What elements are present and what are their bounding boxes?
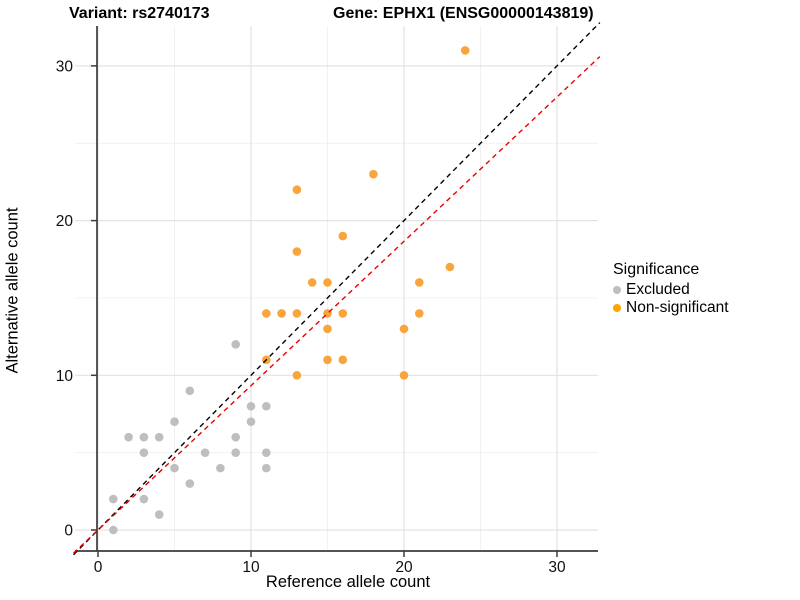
data-point-excluded bbox=[139, 494, 149, 504]
data-point-excluded bbox=[185, 386, 195, 396]
data-point-excluded bbox=[200, 448, 210, 457]
data-point-non-significant bbox=[460, 46, 470, 55]
legend-title: Significance bbox=[613, 261, 700, 278]
data-point-non-significant bbox=[292, 247, 302, 256]
data-point-excluded bbox=[109, 494, 118, 504]
variant-title: Variant: rs2740173 bbox=[69, 5, 210, 22]
data-point-excluded bbox=[262, 401, 271, 411]
data-point-non-significant bbox=[415, 309, 424, 318]
data-point-non-significant bbox=[307, 278, 317, 287]
data-point-non-significant bbox=[399, 324, 409, 334]
data-point-excluded bbox=[124, 432, 133, 442]
x-tick-label: 0 bbox=[94, 559, 103, 576]
data-point-non-significant bbox=[323, 355, 332, 365]
data-point-non-significant bbox=[323, 324, 332, 334]
data-point-excluded bbox=[231, 448, 240, 457]
data-point-non-significant bbox=[399, 371, 409, 380]
legend: Significance Excluded Non-significant bbox=[613, 261, 729, 317]
data-point-non-significant bbox=[292, 371, 302, 380]
excluded-dot-icon bbox=[613, 286, 621, 294]
data-point-non-significant bbox=[338, 355, 348, 365]
data-point-excluded bbox=[216, 463, 225, 473]
x-tick-label: 20 bbox=[395, 559, 413, 576]
y-axis-title: Alternative allele count bbox=[3, 207, 22, 374]
data-point-excluded bbox=[170, 417, 179, 427]
x-tick-label: 30 bbox=[548, 559, 566, 576]
data-point-excluded bbox=[231, 340, 240, 349]
y-tick-label: 10 bbox=[56, 368, 74, 385]
data-point-non-significant bbox=[415, 278, 424, 287]
data-point-non-significant bbox=[292, 185, 302, 194]
legend-item-non-significant: Non-significant bbox=[613, 299, 729, 317]
data-point-non-significant bbox=[445, 262, 455, 272]
data-point-non-significant bbox=[369, 169, 378, 179]
fit-line bbox=[73, 56, 601, 554]
data-point-non-significant bbox=[338, 231, 348, 241]
data-point-excluded bbox=[246, 401, 256, 411]
data-point-excluded bbox=[185, 479, 195, 488]
legend-item-excluded: Excluded bbox=[613, 281, 729, 299]
data-point-excluded bbox=[154, 510, 164, 519]
data-point-non-significant bbox=[262, 309, 271, 318]
legend-item-label: Non-significant bbox=[626, 299, 729, 316]
x-tick-label: 10 bbox=[242, 559, 260, 576]
identity-line bbox=[73, 22, 601, 556]
data-point-excluded bbox=[109, 525, 118, 535]
data-point-excluded bbox=[231, 432, 240, 442]
y-tick-label: 0 bbox=[64, 523, 73, 540]
data-point-excluded bbox=[170, 463, 179, 473]
gene-title: Gene: EPHX1 (ENSG00000143819) bbox=[333, 5, 594, 22]
data-point-excluded bbox=[154, 432, 164, 442]
non-significant-dot-icon bbox=[613, 304, 621, 312]
data-point-excluded bbox=[262, 463, 271, 473]
legend-item-label: Excluded bbox=[626, 281, 690, 298]
y-tick-label: 30 bbox=[56, 58, 74, 75]
data-point-excluded bbox=[262, 448, 271, 457]
x-axis-title: Reference allele count bbox=[265, 573, 431, 591]
data-point-excluded bbox=[246, 417, 256, 427]
data-point-non-significant bbox=[292, 309, 302, 318]
y-tick-label: 20 bbox=[56, 213, 74, 230]
data-point-non-significant bbox=[277, 309, 286, 318]
data-point-excluded bbox=[139, 448, 149, 457]
data-point-excluded bbox=[139, 432, 149, 442]
data-point-non-significant bbox=[323, 278, 332, 287]
data-point-non-significant bbox=[338, 309, 348, 318]
